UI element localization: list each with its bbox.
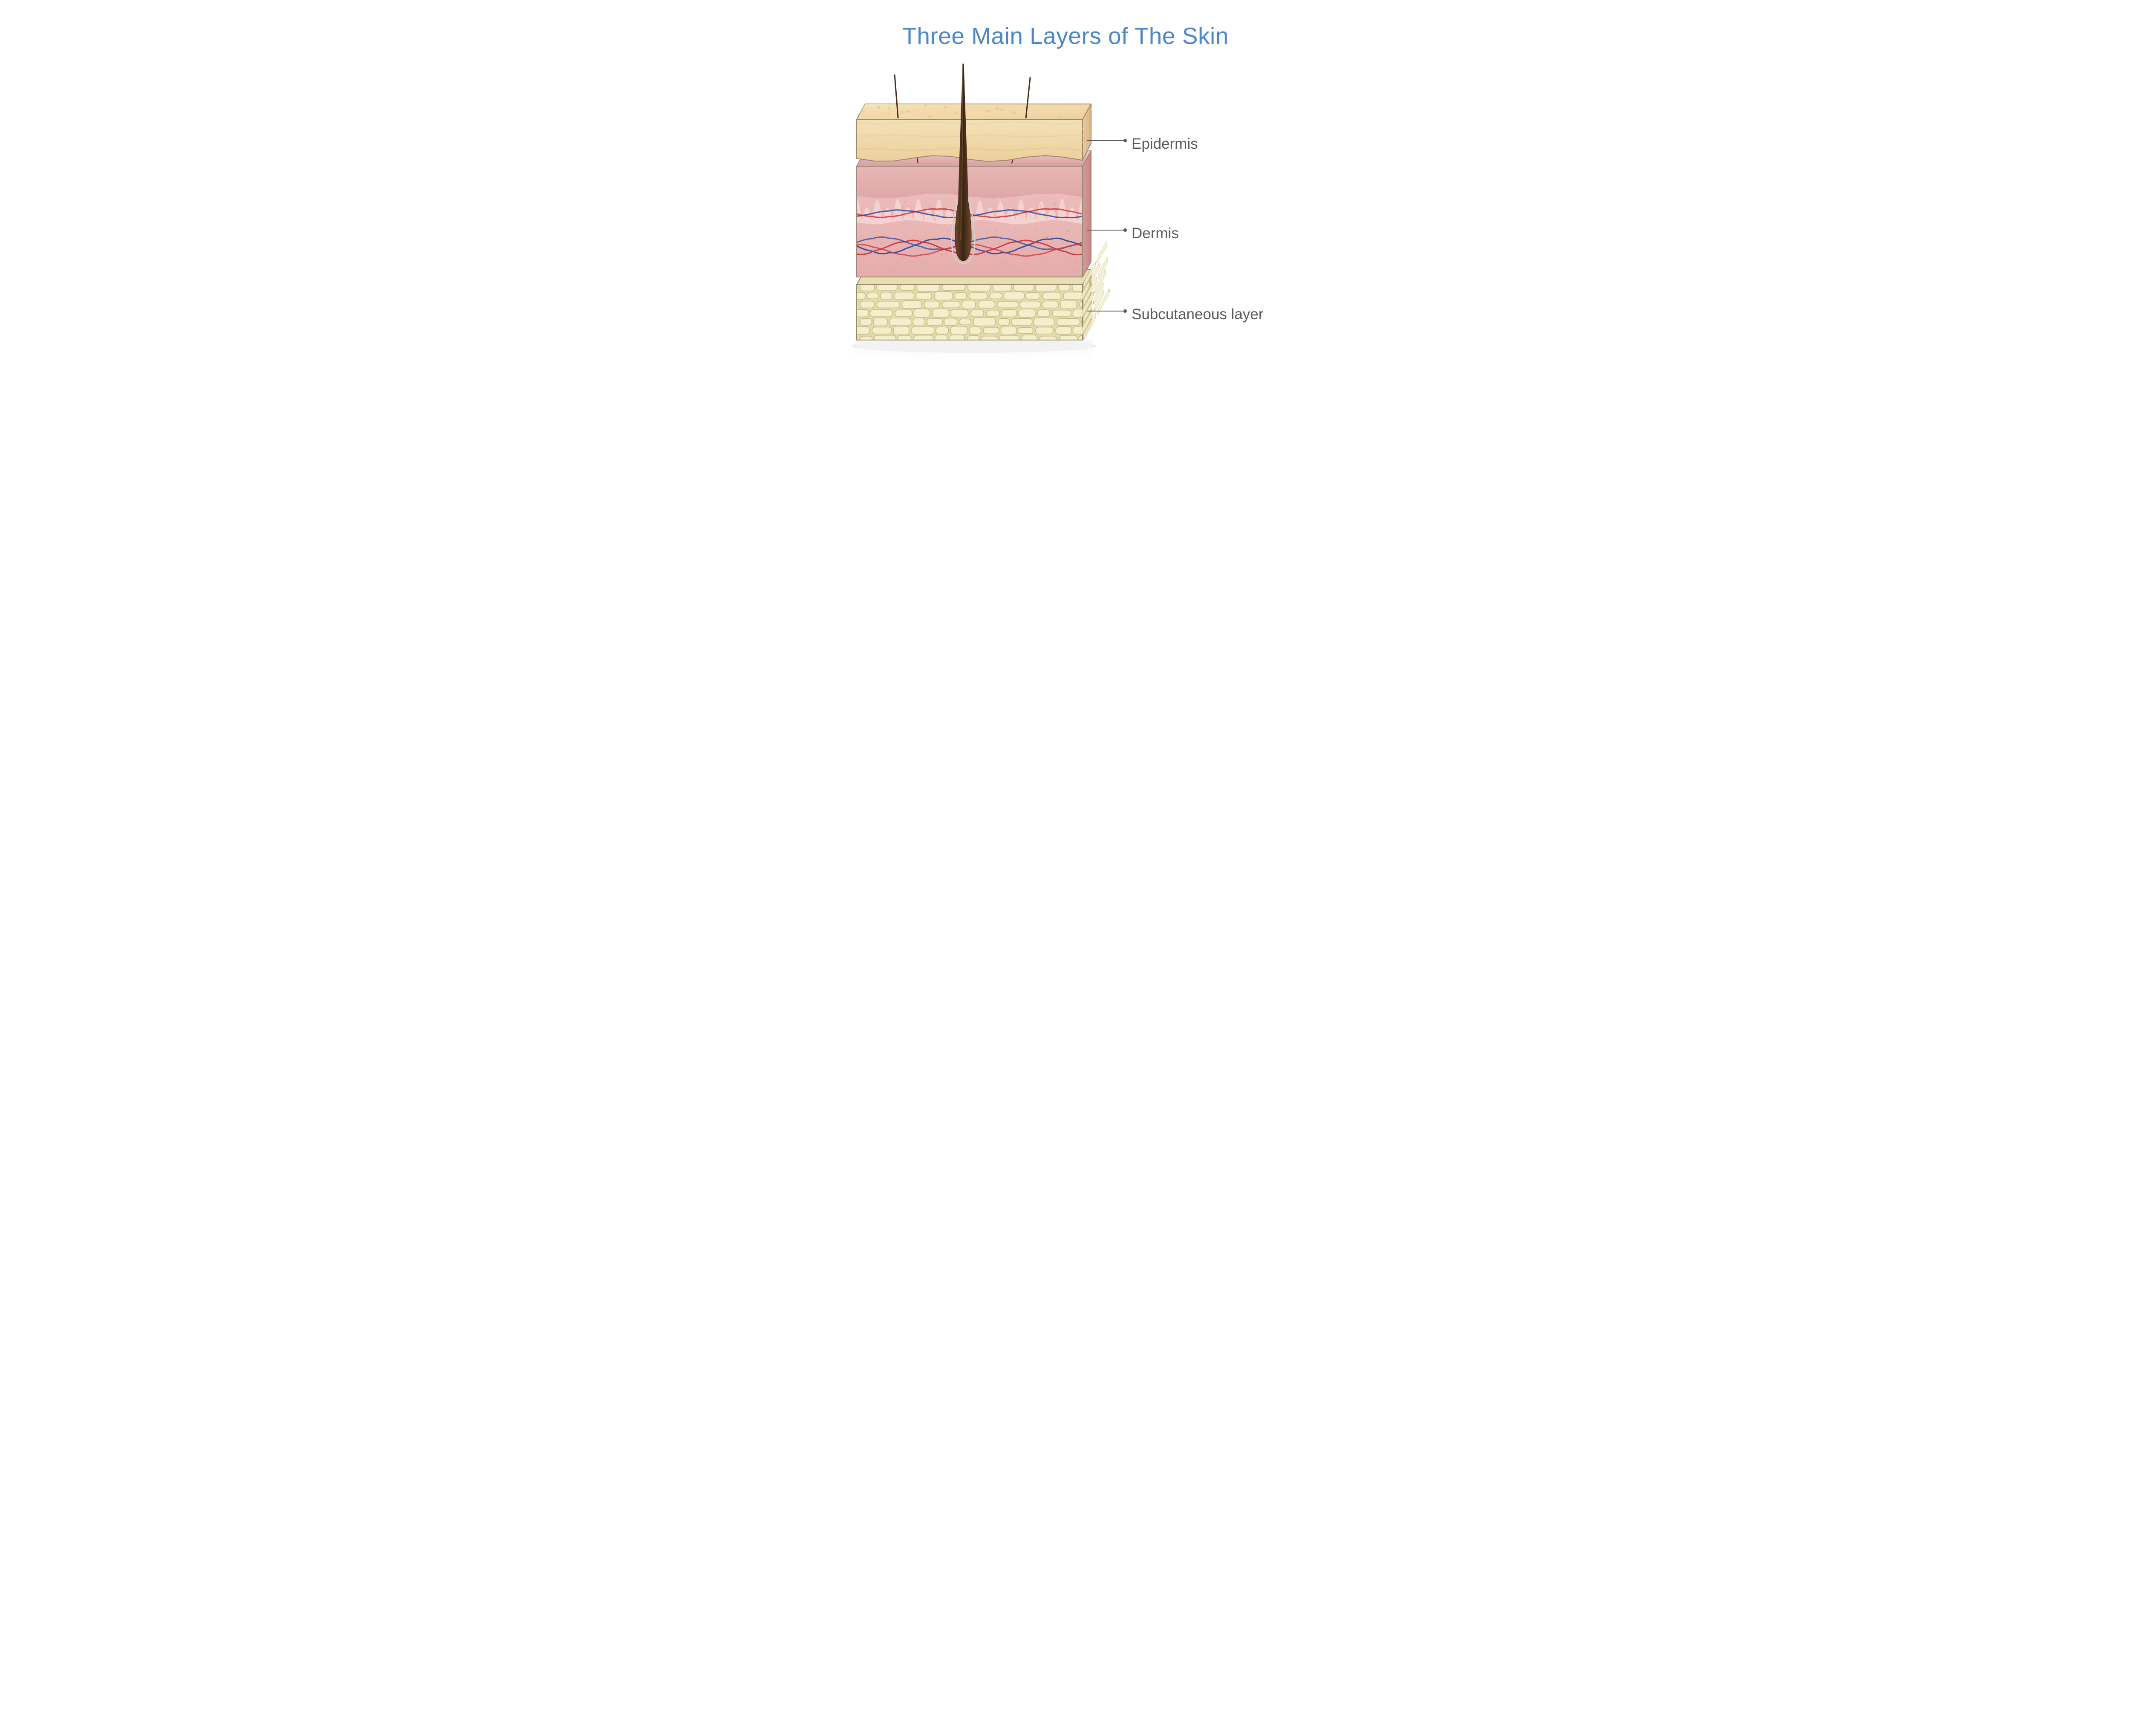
epi-front — [857, 119, 1083, 161]
label-dermis: Dermis — [1132, 225, 1179, 242]
dermis-side — [1083, 151, 1091, 277]
leader-dot-subcutaneous — [1123, 309, 1127, 313]
leader-dot-epidermis — [1123, 139, 1127, 142]
floor-reflection — [855, 340, 1093, 366]
leader-dot-dermis — [1123, 228, 1127, 232]
label-epidermis: Epidermis — [1132, 136, 1198, 153]
skin-diagram — [788, 0, 1343, 383]
label-subcutaneous: Subcutaneous layer — [1132, 306, 1263, 323]
